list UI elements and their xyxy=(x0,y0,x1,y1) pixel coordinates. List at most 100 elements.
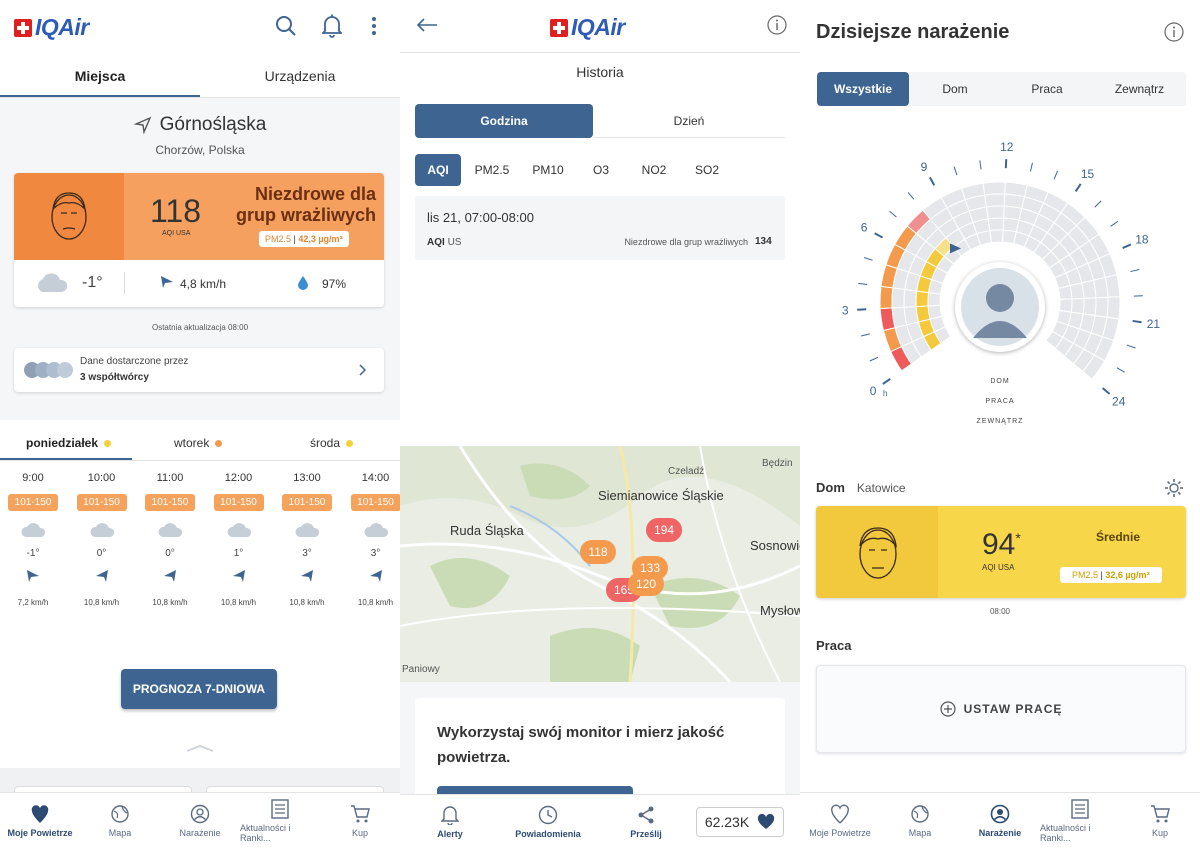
pollutant-o3[interactable]: O3 xyxy=(592,163,609,177)
wind-direction-icon xyxy=(95,570,108,582)
tab-day-1[interactable]: wtorek xyxy=(174,436,223,450)
back-arrow-icon[interactable] xyxy=(416,17,438,33)
aqi-range-badge: 101-150 xyxy=(350,494,400,511)
nav-exposure[interactable]: Narażenie xyxy=(160,793,240,848)
nav-news[interactable]: Aktualności i Ranki... xyxy=(240,793,320,848)
person-circle-icon xyxy=(990,804,1010,823)
wind-direction-icon xyxy=(369,570,382,582)
bell-icon[interactable] xyxy=(322,14,342,38)
face-icon xyxy=(51,192,87,240)
hour-wind: 7,2 km/h xyxy=(17,598,49,607)
home-aqi-card[interactable]: 94* AQI USA Średnie PM2.5 | 32,6 µg/m³ xyxy=(816,506,1186,598)
tab-devices[interactable]: Urządzenia xyxy=(264,68,336,84)
forecast-section xyxy=(0,420,400,820)
dial-tick xyxy=(882,378,891,385)
map-label-ruda: Ruda Śląska xyxy=(450,523,524,538)
pollutant-pm25[interactable]: PM2.5 xyxy=(474,163,510,177)
dial-segment xyxy=(903,288,918,308)
dial-tick xyxy=(863,257,873,261)
cart-icon xyxy=(351,804,370,822)
pollutant-so2[interactable]: SO2 xyxy=(694,163,719,177)
dial-hour-label: 18 xyxy=(1135,233,1149,247)
dial-segment xyxy=(1094,296,1109,318)
tab-all[interactable]: Wszystkie xyxy=(817,72,909,106)
map-marker[interactable]: 194 xyxy=(646,518,682,542)
reading-status: Niezdrowe dla grup wrażliwych xyxy=(624,237,748,247)
set-work-button[interactable]: USTAW PRACĘ xyxy=(816,665,1186,753)
map-label-myslowice: Mysłow xyxy=(760,603,800,618)
nav-my-air[interactable]: Moje Powietrze xyxy=(800,793,880,848)
home-update-time: 08:00 xyxy=(989,607,1011,616)
aqi-unit: AQI USA xyxy=(162,230,191,237)
nav-map[interactable]: Mapa xyxy=(880,793,960,848)
tab-places[interactable]: Miejsca xyxy=(0,60,200,97)
hour-column: 12:00 101-150 1° 10,8 km/h xyxy=(213,472,264,607)
dial-tick xyxy=(953,166,958,176)
nav-shop[interactable]: Kup xyxy=(320,793,400,848)
tab-hour[interactable]: Godzina xyxy=(415,104,593,138)
gear-icon[interactable] xyxy=(1164,478,1184,498)
heart-pin-icon xyxy=(31,804,49,823)
dial-tick xyxy=(1029,162,1033,172)
dial-tick xyxy=(907,192,915,200)
map-marker[interactable]: 120 xyxy=(628,572,664,596)
avatar xyxy=(955,262,1045,352)
tab-home[interactable]: Dom xyxy=(942,82,968,96)
notifications-button[interactable]: Powiadomienia xyxy=(500,795,596,848)
dial-segment xyxy=(1045,330,1064,349)
weather-row: -1° 4,8 km/h 97% xyxy=(14,260,384,307)
dial-hour-label: 0 xyxy=(870,384,877,398)
hour-temp: -1° xyxy=(26,548,40,559)
share-bar: Alerty Powiadomienia Prześlij 62.23K xyxy=(400,794,800,848)
tab-work[interactable]: Praca xyxy=(1031,82,1063,96)
share-button[interactable]: Prześlij xyxy=(596,795,696,848)
hour-column: 14:00 101-150 3° 10,8 km/h xyxy=(350,472,400,607)
more-menu-icon[interactable] xyxy=(371,16,377,36)
location-name: Górnośląska xyxy=(159,114,267,135)
hour-wind: 10,8 km/h xyxy=(83,598,120,607)
dial-hour-label: 6 xyxy=(861,220,868,234)
reading-value: 134 xyxy=(755,236,772,247)
wind-direction-icon xyxy=(27,570,39,582)
pollutant-aqi[interactable]: AQI xyxy=(415,154,461,186)
tab-day[interactable]: Dzień xyxy=(673,114,705,128)
aqi-card[interactable]: 118 AQI USA Niezdrowe dla grup wrażliwyc… xyxy=(14,173,384,307)
bottom-nav: Moje Powietrze Mapa Narażenie Aktualnośc… xyxy=(800,792,1200,848)
tab-outdoor[interactable]: Zewnątrz xyxy=(1114,82,1165,96)
tab-day-0[interactable]: poniedziałek xyxy=(26,436,112,450)
map-marker[interactable]: 118 xyxy=(580,540,616,564)
info-icon[interactable] xyxy=(1164,22,1184,42)
nav-my-air[interactable]: Moje Powietrze xyxy=(0,793,80,848)
nav-map[interactable]: Mapa xyxy=(80,793,160,848)
nav-news[interactable]: Aktualności i Ranki... xyxy=(1040,793,1120,848)
like-button[interactable]: 62.23K xyxy=(696,807,784,837)
aqi-range-badge: 101-150 xyxy=(282,494,332,511)
alerts-button[interactable]: Alerty xyxy=(400,795,500,848)
tab-day-2[interactable]: środa xyxy=(310,436,354,450)
map[interactable]: Czeladź Będzin Siemianowice Śląskie Ruda… xyxy=(400,446,800,682)
pollutant-no2[interactable]: NO2 xyxy=(641,163,667,177)
dial-segment xyxy=(915,290,930,308)
info-icon[interactable] xyxy=(767,15,787,35)
exposure-legend: DOM PRACA ZEWNĄTRZ xyxy=(976,378,1024,425)
pollutant-pm10[interactable]: PM10 xyxy=(532,163,564,177)
work-section-title: Praca xyxy=(816,638,852,653)
forecast-7day-button[interactable]: PROGNOZA 7-DNIOWA xyxy=(121,669,277,709)
dial-tick xyxy=(928,176,936,186)
current-time-pointer xyxy=(950,243,962,254)
search-icon[interactable] xyxy=(276,16,296,36)
nav-exposure[interactable]: Narażenie xyxy=(960,793,1040,848)
nav-shop[interactable]: Kup xyxy=(1120,793,1200,848)
dial-segment xyxy=(927,304,943,320)
aqi-range-badge: 101-150 xyxy=(213,494,264,511)
face-panel xyxy=(14,173,124,260)
cloud-icon xyxy=(226,523,251,537)
history-panel: IQAir Historia Godzina Dzień AQI PM2.5 P… xyxy=(400,0,800,848)
wind-direction-icon xyxy=(161,276,173,288)
pm25-badge: PM2.5 | 32,6 µg/m³ xyxy=(1060,567,1162,583)
heart-icon xyxy=(758,814,775,829)
person-circle-icon xyxy=(190,804,210,823)
contributors-card[interactable]: Dane dostarczone przez 3 współtwórcy xyxy=(14,348,384,392)
chevron-up-icon[interactable] xyxy=(186,744,214,752)
hour-time: 9:00 xyxy=(22,472,44,484)
